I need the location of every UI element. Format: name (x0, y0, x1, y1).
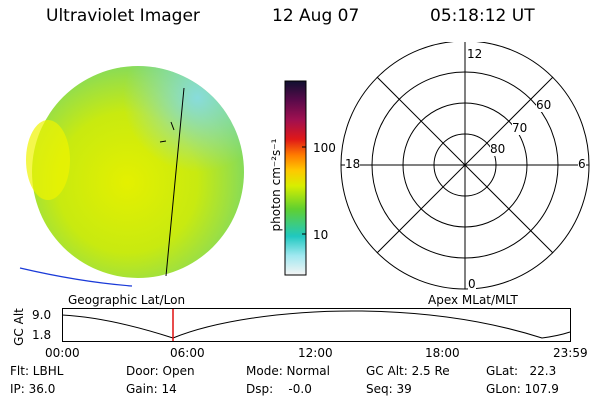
earth-disk-image (19, 66, 244, 287)
glon-info: GLon: 107.9 (486, 382, 559, 396)
mode-info: Mode: Normal (246, 364, 330, 378)
colorbar-gradient (284, 80, 307, 276)
instrument-title: Ultraviolet Imager (46, 6, 200, 26)
dayside-rim (32, 66, 244, 278)
mlt-label-12: 12 (467, 47, 483, 61)
coast-mark (159, 121, 175, 143)
time-tick-0000: 00:00 (45, 346, 80, 360)
altitude-curve (62, 310, 571, 339)
ip-info: IP: 36.0 (10, 382, 56, 396)
time-tick-1800: 18:00 (425, 346, 460, 360)
polar-plot (340, 42, 590, 290)
door-info: Door: Open (126, 364, 195, 378)
time-label: 05:18:12 UT (430, 6, 535, 26)
gc-alt-info: GC Alt: 2.5 Re (366, 364, 450, 378)
altitude-axis-label: GC Alt (12, 308, 26, 346)
bright-patch (26, 120, 70, 200)
filter-info: Flt: LBHL (10, 364, 64, 378)
polar-diagonal-2 (376, 76, 554, 254)
mlt-label-0: 0 (468, 277, 476, 291)
altitude-strip-frame (62, 308, 571, 342)
altitude-strip (62, 308, 571, 342)
altitude-y-bottom: 1.8 (32, 328, 52, 342)
mlat-label-60: 60 (536, 98, 552, 112)
orbit-track (19, 267, 133, 287)
colorbar-unit-label: photon cm⁻²s⁻¹ (269, 138, 283, 232)
glat-info: GLat: 22.3 (486, 364, 557, 378)
date-label: 12 Aug 07 (272, 6, 360, 26)
apex-label: Apex MLat/MLT (428, 293, 518, 307)
seq-info: Seq: 39 (366, 382, 412, 396)
colorbar-tick-label-10: 10 (313, 228, 329, 242)
colorbar-tick-label-100: 100 (313, 141, 336, 155)
geographic-label: Geographic Lat/Lon (68, 293, 186, 307)
intensity-colorbar (284, 80, 307, 276)
time-tick-1200: 12:00 (298, 346, 333, 360)
terminator-line (165, 87, 185, 277)
mlt-label-6: 6 (578, 157, 586, 171)
mlt-label-18: 18 (345, 157, 361, 171)
dsp-info: Dsp: -0.0 (246, 382, 312, 396)
time-tick-2359: 23:59 (553, 346, 588, 360)
time-tick-0600: 06:00 (170, 346, 205, 360)
mlat-label-80: 80 (490, 142, 506, 156)
gain-info: Gain: 14 (126, 382, 177, 396)
altitude-y-top: 9.0 (32, 308, 52, 322)
mlat-label-70: 70 (512, 121, 528, 135)
